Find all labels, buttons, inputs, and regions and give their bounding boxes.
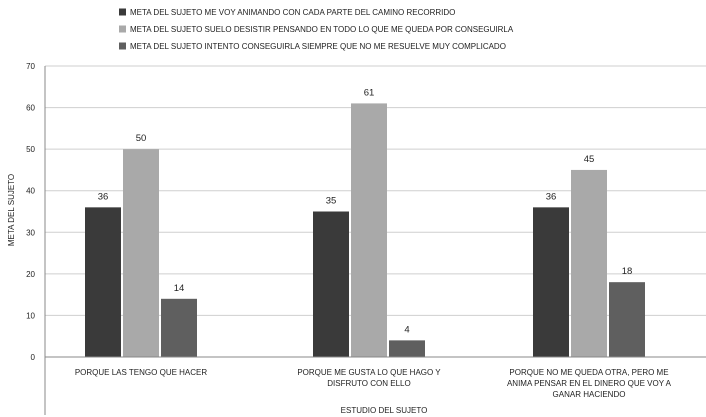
data-label: 45 bbox=[584, 154, 595, 165]
bar bbox=[533, 207, 569, 357]
y-axis-ticks: 0 10 20 30 40 50 60 70 bbox=[26, 62, 35, 362]
x-axis-title: ESTUDIO DEL SUJETO bbox=[341, 406, 428, 415]
legend-label: META DEL SUJETO ME VOY ANIMANDO CON CADA… bbox=[130, 8, 455, 17]
x-category-label: ANIMA PENSAR EN EL DINERO QUE VOY A bbox=[507, 379, 672, 388]
y-tick-label: 10 bbox=[26, 311, 35, 320]
data-label: 50 bbox=[136, 133, 147, 144]
axes bbox=[44, 66, 706, 415]
bar bbox=[161, 298, 197, 357]
x-axis-categories: PORQUE LAS TENGO QUE HACER PORQUE ME GUST… bbox=[75, 368, 672, 399]
bars bbox=[85, 103, 645, 358]
x-category-label: GANAR HACIENDO bbox=[553, 390, 626, 399]
data-labels: 36 50 14 35 61 4 36 45 18 bbox=[98, 87, 633, 335]
bar bbox=[571, 169, 607, 357]
bar bbox=[351, 103, 387, 358]
bar bbox=[389, 340, 425, 357]
data-label: 36 bbox=[546, 191, 557, 202]
data-label: 36 bbox=[98, 191, 109, 202]
y-tick-label: 30 bbox=[26, 228, 35, 237]
legend-label: META DEL SUJETO INTENTO CONSEGUIRLA SIEM… bbox=[130, 42, 506, 51]
legend-swatch bbox=[119, 42, 126, 50]
y-tick-label: 50 bbox=[26, 145, 35, 154]
x-category-label: DISFRUTO CON ELLO bbox=[327, 379, 410, 388]
data-label: 14 bbox=[174, 283, 185, 294]
legend: META DEL SUJETO ME VOY ANIMANDO CON CADA… bbox=[119, 8, 514, 51]
x-category-label: PORQUE NO ME QUEDA OTRA, PERO ME bbox=[509, 368, 668, 377]
data-label: 35 bbox=[326, 196, 337, 207]
bar bbox=[85, 207, 121, 357]
y-tick-label: 20 bbox=[26, 270, 35, 279]
x-category-label: PORQUE ME GUSTA LO QUE HAGO Y bbox=[297, 368, 441, 377]
y-tick-label: 0 bbox=[31, 353, 36, 362]
y-tick-label: 40 bbox=[26, 187, 35, 196]
legend-swatch bbox=[119, 25, 126, 33]
y-tick-label: 60 bbox=[26, 104, 35, 113]
data-label: 4 bbox=[404, 324, 409, 335]
legend-swatch bbox=[119, 8, 126, 16]
legend-label: META DEL SUJETO SUELO DESISTIR PENSANDO … bbox=[130, 25, 514, 34]
bar bbox=[313, 211, 349, 357]
bar bbox=[609, 282, 645, 357]
x-category-label: PORQUE LAS TENGO QUE HACER bbox=[75, 368, 208, 377]
data-label: 61 bbox=[364, 87, 375, 98]
y-axis-title: META DEL SUJETO bbox=[7, 174, 16, 246]
data-label: 18 bbox=[622, 266, 633, 277]
bar bbox=[123, 149, 159, 357]
y-tick-label: 70 bbox=[26, 62, 35, 71]
